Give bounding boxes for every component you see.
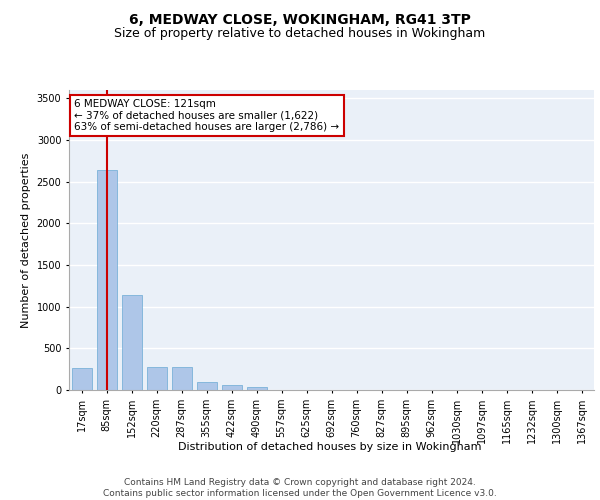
Bar [146, 366, 167, 390]
Text: Distribution of detached houses by size in Wokingham: Distribution of detached houses by size … [178, 442, 482, 452]
Bar [71, 368, 91, 390]
Text: 6, MEDWAY CLOSE, WOKINGHAM, RG41 3TP: 6, MEDWAY CLOSE, WOKINGHAM, RG41 3TP [129, 12, 471, 26]
Text: 6 MEDWAY CLOSE: 121sqm
← 37% of detached houses are smaller (1,622)
63% of semi-: 6 MEDWAY CLOSE: 121sqm ← 37% of detached… [74, 99, 340, 132]
Bar [221, 385, 241, 390]
Bar [197, 382, 217, 390]
Text: Contains HM Land Registry data © Crown copyright and database right 2024.
Contai: Contains HM Land Registry data © Crown c… [103, 478, 497, 498]
Bar [172, 366, 191, 390]
Text: Size of property relative to detached houses in Wokingham: Size of property relative to detached ho… [115, 28, 485, 40]
Bar [121, 295, 142, 390]
Bar [247, 386, 266, 390]
Bar [97, 170, 116, 390]
Y-axis label: Number of detached properties: Number of detached properties [21, 152, 31, 328]
